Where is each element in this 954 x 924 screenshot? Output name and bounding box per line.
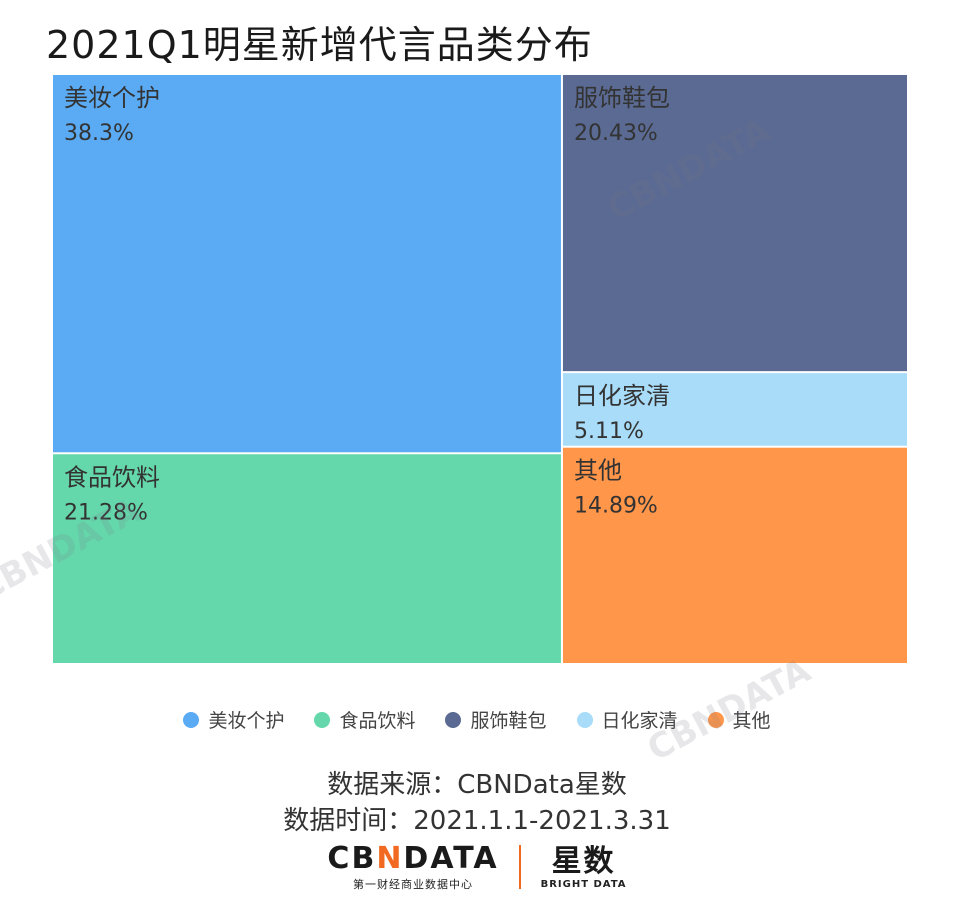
- treemap-cell-3: 服饰鞋包 20.43%: [562, 75, 907, 372]
- legend-label: 食品饮料: [339, 710, 416, 732]
- treemap-rect: [562, 75, 907, 372]
- treemap-label-name: 日化家清: [574, 382, 670, 410]
- legend-marker-icon: [314, 711, 331, 728]
- treemap-cell-2: 食品饮料 21.28%: [53, 454, 561, 663]
- cbndata-logo: CBNDATA 第一财经商业数据中心: [327, 842, 498, 892]
- bright-data-title: 星数: [551, 843, 616, 879]
- bright-data-subtitle: BRIGHT DATA: [540, 878, 627, 890]
- legend-marker-icon: [445, 711, 462, 728]
- brand-logos: CBNDATA 第一财经商业数据中心 星数 BRIGHT DATA: [0, 842, 954, 892]
- bright-data-logo: 星数 BRIGHT DATA: [540, 843, 627, 890]
- chart-legend: 美妆个护 食品饮料 服饰鞋包 日化家清 其他: [0, 706, 954, 733]
- treemap-label-value: 20.43%: [574, 121, 658, 146]
- treemap-rect: [53, 454, 561, 663]
- legend-item[interactable]: 美妆个护: [183, 706, 284, 733]
- treemap-label-name: 食品饮料: [64, 463, 160, 491]
- legend-marker-icon: [183, 711, 200, 728]
- treemap-cell-4: 日化家清 5.11%: [562, 373, 907, 446]
- treemap-chart: 美妆个护 38.3% 食品饮料 21.28% 服饰鞋包 20.43% 日化家清 5.11% 其他…: [53, 75, 907, 663]
- logo-divider: [518, 845, 521, 889]
- treemap-cell-5: 其他 14.89%: [562, 447, 907, 663]
- treemap-label-name: 服饰鞋包: [574, 84, 670, 112]
- treemap-label-name: 美妆个护: [64, 84, 160, 112]
- legend-item[interactable]: 日化家清: [576, 706, 678, 733]
- data-period-text: 数据时间：2021.1.1-2021.3.31: [283, 806, 671, 836]
- treemap-label-value: 14.89%: [574, 494, 658, 519]
- logo-subtitle: 第一财经商业数据中心: [353, 878, 473, 891]
- legend-item[interactable]: 食品饮料: [314, 706, 415, 733]
- legend-marker-icon: [707, 711, 724, 728]
- legend-marker-icon: [576, 711, 593, 728]
- legend-label: 服饰鞋包: [470, 710, 547, 732]
- treemap-rect: [53, 75, 561, 453]
- treemap-label-value: 21.28%: [64, 500, 148, 525]
- legend-label: 其他: [732, 710, 771, 732]
- treemap-rect: [562, 373, 907, 446]
- logo-text-accent: N: [376, 841, 404, 876]
- data-source-text: 数据来源：CBNData星数: [327, 770, 627, 800]
- treemap-cell-1: 美妆个护 38.3%: [53, 75, 561, 453]
- logo-text-b: DATA: [403, 841, 499, 876]
- legend-item[interactable]: 服饰鞋包: [445, 706, 547, 733]
- treemap-label-value: 5.11%: [574, 419, 644, 444]
- legend-label: 美妆个护: [208, 710, 285, 732]
- legend-label: 日化家清: [601, 710, 678, 732]
- legend-item[interactable]: 其他: [707, 706, 771, 733]
- chart-title: 2021Q1明星新增代言品类分布: [46, 23, 593, 67]
- treemap-label-name: 其他: [574, 457, 622, 485]
- treemap-rect: [562, 447, 907, 663]
- treemap-label-value: 38.3%: [64, 121, 134, 146]
- logo-text-a: CB: [327, 841, 377, 876]
